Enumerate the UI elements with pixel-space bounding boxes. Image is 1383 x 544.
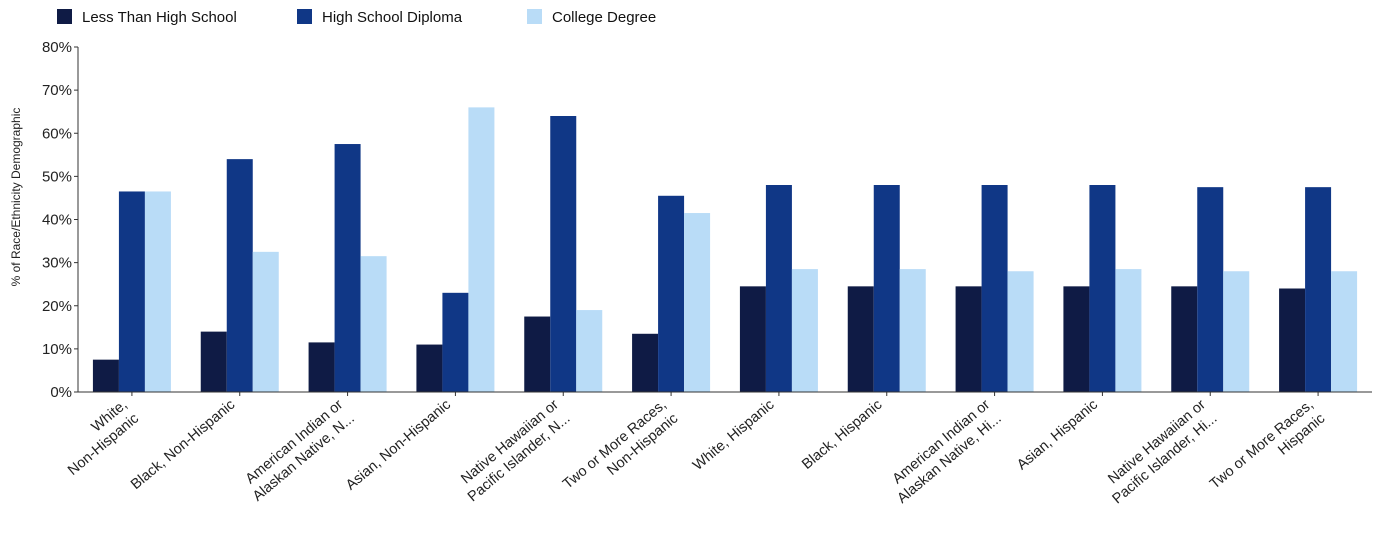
legend-label-less-than-high-school: Less Than High School [82, 9, 237, 26]
bar-college-degree-10 [1115, 269, 1142, 392]
y-axis-label: % of Race/Ethnicity Demographic [9, 108, 23, 287]
legend-swatch-less-than-high-school [57, 9, 72, 24]
legend-swatch-high-school-diploma [297, 9, 312, 24]
bar-high-school-diploma-5 [550, 116, 577, 392]
bar-college-degree-12 [1331, 271, 1358, 392]
bar-less-than-high-school-6 [632, 333, 659, 392]
bar-less-than-high-school-7 [739, 286, 766, 392]
bar-less-than-high-school-4 [416, 344, 443, 392]
y-tick-label: 20% [42, 298, 72, 315]
x-tick-label: White,Non-Hispanic [54, 397, 143, 479]
bar-college-degree-4 [468, 107, 495, 392]
y-tick-label: 70% [42, 82, 72, 99]
bar-less-than-high-school-12 [1279, 288, 1306, 392]
bar-less-than-high-school-3 [308, 342, 335, 392]
bars [92, 107, 1358, 392]
bar-college-degree-8 [899, 269, 926, 392]
x-tick-label: White, Hispanic [690, 397, 777, 474]
bar-high-school-diploma-9 [981, 185, 1008, 392]
y-tick-label: 10% [42, 341, 72, 358]
bar-college-degree-6 [684, 213, 711, 392]
bar-high-school-diploma-4 [442, 292, 469, 392]
bar-less-than-high-school-1 [92, 359, 119, 392]
bar-college-degree-3 [360, 256, 387, 392]
y-tick-label: 0% [50, 384, 72, 401]
bar-high-school-diploma-10 [1089, 185, 1116, 392]
bar-college-degree-5 [576, 310, 603, 392]
y-tick-label: 60% [42, 125, 72, 142]
x-tick-label: Native Hawaiian orPacific Islander, N... [453, 397, 573, 506]
bar-high-school-diploma-6 [658, 195, 685, 392]
x-tick-label: Black, Hispanic [799, 397, 885, 473]
legend-swatch-college-degree [527, 9, 542, 24]
legend-label-high-school-diploma: High School Diploma [322, 9, 463, 26]
bar-high-school-diploma-8 [873, 185, 900, 392]
bar-less-than-high-school-5 [524, 316, 551, 392]
bar-college-degree-1 [144, 191, 171, 392]
bar-less-than-high-school-10 [1063, 286, 1090, 392]
y-tick-label: 50% [42, 168, 72, 185]
x-tick-label: American Indian orAlaskan Native, Hi... [883, 397, 1005, 507]
legend-label-college-degree: College Degree [552, 9, 656, 26]
bar-college-degree-7 [791, 269, 818, 392]
x-tick-label: Two or More Races,Non-Hispanic [560, 397, 681, 506]
y-axis-ticks: 0% 10% 20% 30% 40% 50% 60% 70% 80% [42, 39, 78, 401]
bar-college-degree-9 [1007, 271, 1034, 392]
y-tick-label: 30% [42, 255, 72, 272]
bar-less-than-high-school-9 [955, 286, 982, 392]
x-tick-label: American Indian orAlaskan Native, N... [238, 397, 358, 505]
bar-high-school-diploma-11 [1197, 187, 1224, 392]
legend: Less Than High School High School Diploma… [57, 9, 656, 26]
x-tick-label: Asian, Non-Hispanic [343, 397, 454, 494]
y-tick-label: 40% [42, 212, 72, 229]
bar-college-degree-11 [1223, 271, 1250, 392]
bar-high-school-diploma-2 [226, 159, 253, 392]
bar-high-school-diploma-1 [118, 191, 145, 392]
x-tick-label: Two or More Races,Hispanic [1207, 397, 1328, 506]
x-tick-label: Native Hawaiian orPacific Islander, Hi..… [1098, 397, 1221, 508]
bar-high-school-diploma-3 [334, 144, 361, 392]
x-tick-label: Black, Non-Hispanic [128, 397, 238, 493]
bar-less-than-high-school-11 [1171, 286, 1198, 392]
x-tick-label: Asian, Hispanic [1014, 397, 1101, 473]
bar-college-degree-2 [252, 251, 279, 392]
bar-high-school-diploma-12 [1305, 187, 1332, 392]
bar-less-than-high-school-2 [200, 331, 227, 392]
bar-high-school-diploma-7 [765, 185, 792, 392]
y-tick-label: 80% [42, 39, 72, 56]
bar-less-than-high-school-8 [847, 286, 874, 392]
